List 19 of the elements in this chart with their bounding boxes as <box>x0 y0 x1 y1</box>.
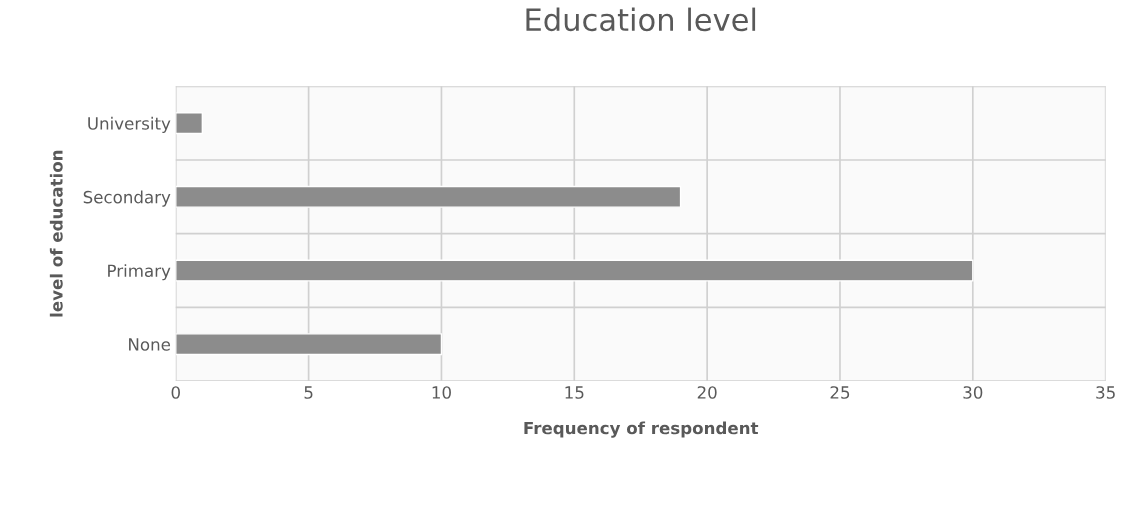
x-tick-label: 30 <box>963 386 983 399</box>
bar <box>175 185 682 208</box>
chart-title: Education level <box>526 7 756 32</box>
x-tick-label: 10 <box>432 386 451 399</box>
y-tick-label: None <box>129 338 171 351</box>
y-tick-label: University <box>88 116 171 133</box>
x-tick-label: 0 <box>171 386 180 399</box>
bar <box>175 333 443 356</box>
x-axis-title: Frequency of respondent <box>524 421 759 438</box>
bar <box>175 112 204 135</box>
bar <box>175 259 974 282</box>
x-tick-label: 25 <box>830 386 850 399</box>
x-tick-label: 35 <box>1096 386 1115 399</box>
x-tick-label: 20 <box>697 386 717 399</box>
x-tick-label: 15 <box>565 386 584 399</box>
y-axis-title: level of education <box>49 150 63 317</box>
y-tick-label: Secondary <box>83 190 171 207</box>
x-tick-label: 5 <box>304 386 313 399</box>
y-tick-label: Primary <box>108 264 171 281</box>
